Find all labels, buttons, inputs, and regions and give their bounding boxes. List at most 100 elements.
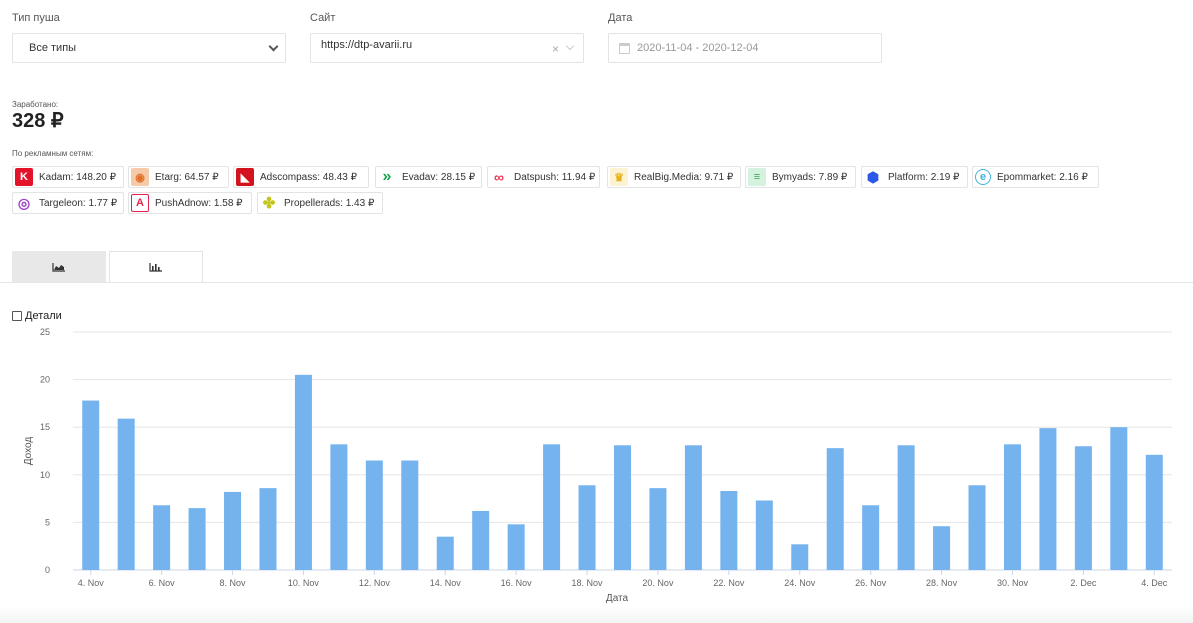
bar (472, 510, 490, 570)
chevron-down-icon (268, 41, 279, 52)
targeleon-icon: ◎ (15, 194, 33, 212)
x-tick-label: 16. Nov (501, 578, 533, 588)
network-label: Datspush: 11.94 ₽ (514, 171, 596, 183)
network-chip-propellerads: ✤ Propellerads: 1.43 ₽ (257, 192, 383, 214)
network-label: Epommarket: 2.16 ₽ (997, 171, 1088, 183)
bar (826, 448, 844, 570)
network-label: RealBig.Media: 9.71 ₽ (634, 171, 734, 183)
bar (614, 445, 631, 570)
x-axis-title: Дата (606, 593, 629, 604)
x-tick-label: 30. Nov (997, 578, 1029, 588)
bar (401, 460, 419, 570)
network-label: PushAdnow: 1.58 ₽ (155, 197, 243, 209)
y-tick-label: 15 (40, 422, 50, 432)
network-label: Propellerads: 1.43 ₽ (284, 197, 375, 209)
site-value: https://dtp-avarii.ru (321, 39, 413, 51)
push-type-value: Все типы (29, 42, 77, 54)
bar (224, 491, 242, 570)
tab-bar-chart[interactable] (109, 251, 203, 283)
push-type-select[interactable]: Все типы (12, 33, 286, 63)
site-label: Сайт (310, 12, 336, 24)
network-chip-platform: ⬢ Platform: 2.19 ₽ (861, 166, 968, 188)
evadav-icon: » (378, 168, 396, 186)
y-axis-title: Доход (23, 437, 34, 466)
x-tick-label: 8. Nov (220, 578, 247, 588)
network-chip-epommarket: e Epommarket: 2.16 ₽ (972, 166, 1099, 188)
network-chip-targeleon: ◎ Targeleon: 1.77 ₽ (12, 192, 124, 214)
x-tick-label: 22. Nov (713, 578, 745, 588)
clear-icon[interactable]: × (551, 42, 559, 56)
bar (897, 445, 915, 570)
bar (436, 536, 454, 570)
x-tick-label: 24. Nov (784, 578, 816, 588)
details-checkbox[interactable] (12, 311, 22, 321)
bar (968, 485, 986, 570)
network-chip-datspush: ∞ Datspush: 11.94 ₽ (487, 166, 600, 188)
bar (330, 444, 348, 570)
bar (1110, 427, 1128, 570)
bar (507, 524, 525, 570)
y-tick-label: 0 (45, 565, 50, 575)
network-chip-kadam: K Kadam: 148.20 ₽ (12, 166, 124, 188)
revenue-bar-chart: 0 5 10 15 20 25 4. Nov 6. Nov 8. Nov 10. Nov 12. N… (23, 327, 1172, 623)
kadam-icon: K (15, 168, 33, 186)
bar (1003, 444, 1021, 570)
x-tick-label: 26. Nov (855, 578, 887, 588)
bar (791, 544, 809, 570)
bar (153, 505, 171, 570)
earned-label: Заработано: (12, 100, 59, 109)
tab-area-chart[interactable] (12, 251, 106, 283)
details-label: Детали (25, 310, 62, 322)
bar (259, 488, 277, 570)
x-tick-label: 28. Nov (926, 578, 958, 588)
bar (933, 526, 951, 570)
chevron-down-icon (565, 41, 575, 51)
network-chip-realbig: ♛ RealBig.Media: 9.71 ₽ (607, 166, 741, 188)
network-label: Etarg: 64.57 ₽ (155, 171, 219, 183)
network-label: Platform: 2.19 ₽ (888, 171, 960, 183)
network-chip-pushadnow: A PushAdnow: 1.58 ₽ (128, 192, 252, 214)
bar (294, 374, 312, 570)
networks-label: По рекламным сетям: (12, 149, 94, 158)
propellerads-icon: ✤ (260, 194, 278, 212)
network-chip-bymyads: ≡ Bymyads: 7.89 ₽ (745, 166, 856, 188)
site-select[interactable]: https://dtp-avarii.ru × (310, 33, 584, 63)
x-tick-label: 2. Dec (1070, 578, 1097, 588)
x-tick-label: 6. Nov (149, 578, 176, 588)
bar (1074, 446, 1092, 570)
datspush-icon: ∞ (490, 168, 508, 186)
push-type-label: Тип пуша (12, 12, 60, 24)
bar (188, 508, 206, 570)
bar (862, 505, 880, 570)
network-chip-etarg: ◉ Etarg: 64.57 ₽ (128, 166, 229, 188)
x-tick-label: 18. Nov (572, 578, 604, 588)
x-tick-label: 4. Dec (1141, 578, 1168, 588)
bar (82, 400, 100, 570)
date-label: Дата (608, 12, 633, 24)
bar (649, 488, 667, 570)
epommarket-icon: e (975, 169, 991, 185)
bar (1039, 428, 1057, 570)
bar (365, 460, 383, 570)
bar (1145, 454, 1163, 570)
date-range-value: 2020-11-04 - 2020-12-04 (637, 42, 759, 54)
network-label: Kadam: 148.20 ₽ (39, 171, 116, 183)
tabs-divider (0, 282, 1193, 283)
bar (720, 490, 738, 570)
network-label: Targeleon: 1.77 ₽ (39, 197, 118, 209)
calendar-icon (619, 43, 630, 54)
chart-footer (0, 606, 1193, 623)
bar (543, 444, 561, 570)
x-tick-label: 12. Nov (359, 578, 391, 588)
etarg-icon: ◉ (131, 168, 149, 186)
bar-chart-icon (149, 263, 162, 272)
adscompass-icon: ◣ (236, 168, 254, 186)
pushadnow-icon: A (131, 194, 149, 212)
x-tick-label: 10. Nov (288, 578, 320, 588)
details-toggle[interactable]: Детали (12, 310, 62, 322)
earned-value: 328 ₽ (12, 110, 64, 132)
realbig-crown-icon: ♛ (610, 168, 628, 186)
date-range-input[interactable]: 2020-11-04 - 2020-12-04 (608, 33, 882, 63)
x-tick-label: 4. Nov (78, 578, 105, 588)
bar (117, 418, 135, 570)
